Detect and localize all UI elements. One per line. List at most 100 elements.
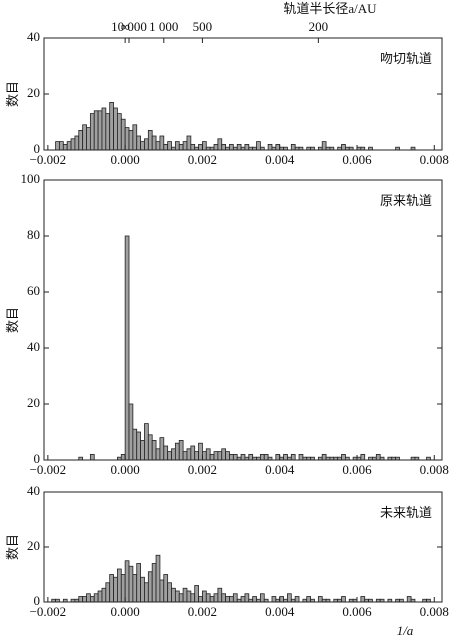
bar: [171, 448, 176, 461]
bar: [190, 143, 196, 151]
bar: [217, 451, 223, 461]
bar: [290, 453, 296, 461]
bar: [167, 141, 172, 151]
bar: [136, 431, 142, 461]
bar: [151, 135, 157, 151]
bar: [290, 143, 296, 151]
bar: [341, 453, 346, 461]
bar: [89, 113, 95, 151]
x-axis-title: 1/a: [397, 623, 414, 638]
bar: [256, 141, 261, 151]
x2-tick-label: 200: [309, 19, 329, 34]
x-tick-label: 0.000: [111, 462, 140, 477]
bar: [229, 143, 234, 151]
bar: [136, 563, 142, 603]
bar: [178, 439, 184, 461]
x-tick-label: 0.002: [188, 462, 217, 477]
bar: [117, 568, 122, 603]
bar: [252, 596, 257, 603]
bar: [78, 129, 84, 151]
bar: [86, 127, 91, 151]
y-tick-label: 40: [27, 29, 40, 44]
y-tick-label: 80: [27, 227, 40, 242]
bar: [221, 448, 227, 461]
bar: [259, 453, 265, 461]
bar: [306, 596, 312, 603]
bar: [97, 110, 103, 151]
panel-label: 原来轨道: [380, 193, 432, 208]
bar: [167, 582, 172, 603]
bar: [78, 596, 84, 603]
x-tick-label: −0.002: [30, 604, 67, 619]
bar: [163, 143, 169, 151]
y-tick-label: 40: [27, 483, 40, 498]
y-tick-label: 20: [27, 538, 40, 553]
bar: [140, 576, 145, 603]
x-tick-label: 0.002: [188, 604, 217, 619]
y-tick-label: 0: [34, 593, 41, 608]
bar: [213, 143, 219, 151]
bar: [89, 596, 95, 603]
y-tick-label: 60: [27, 283, 40, 298]
bar: [198, 442, 203, 461]
x-tick-label: 0.008: [420, 152, 449, 167]
x2-axis-title: 轨道半长径a/AU: [283, 1, 377, 16]
bar: [86, 593, 91, 603]
bar: [283, 453, 288, 461]
bar: [321, 141, 327, 151]
bar: [202, 590, 207, 603]
bar: [360, 596, 366, 603]
bar: [167, 451, 172, 461]
bar: [109, 102, 114, 151]
bar: [232, 593, 238, 603]
y-tick-label: 0: [34, 141, 41, 156]
bar: [62, 143, 68, 151]
bar: [221, 143, 227, 151]
bar: [109, 574, 114, 603]
x-tick-label: 0.004: [265, 152, 295, 167]
bar: [240, 596, 246, 603]
bar: [217, 587, 223, 603]
bar: [136, 135, 142, 151]
bar: [140, 439, 145, 461]
bar: [93, 110, 99, 151]
bar: [132, 574, 138, 603]
bar: [70, 138, 76, 151]
bar: [232, 453, 238, 461]
bar: [82, 124, 87, 151]
bar: [74, 135, 80, 151]
panel-label: 吻切轨道: [380, 51, 432, 66]
y-axis-title: 数目: [5, 307, 20, 333]
bar: [221, 593, 227, 603]
bar: [240, 453, 246, 461]
bar: [155, 141, 161, 151]
bar: [190, 445, 196, 461]
bar: [406, 596, 412, 603]
bar: [101, 107, 107, 151]
bar: [124, 560, 130, 603]
bar: [159, 579, 165, 603]
x-tick-label: 0.006: [342, 462, 372, 477]
x-tick-label: 0.000: [111, 152, 140, 167]
x-tick-label: −0.002: [30, 462, 67, 477]
bar: [229, 596, 234, 603]
bar: [279, 596, 284, 603]
bar: [171, 587, 176, 603]
bar: [275, 453, 281, 461]
bar: [209, 596, 215, 603]
x-tick-label: 0.004: [265, 462, 295, 477]
bar: [263, 453, 269, 461]
bar: [267, 143, 273, 151]
bar: [144, 138, 149, 151]
x2-tick-label: 500: [193, 19, 213, 34]
x-tick-label: 0.006: [342, 152, 372, 167]
bar: [105, 113, 111, 151]
panel-label: 未来轨道: [380, 505, 432, 520]
bar: [182, 141, 188, 151]
bar: [341, 143, 346, 151]
x-tick-label: 0.004: [265, 604, 295, 619]
y-tick-label: 100: [21, 171, 41, 186]
bar: [294, 596, 300, 603]
bar: [202, 141, 207, 151]
